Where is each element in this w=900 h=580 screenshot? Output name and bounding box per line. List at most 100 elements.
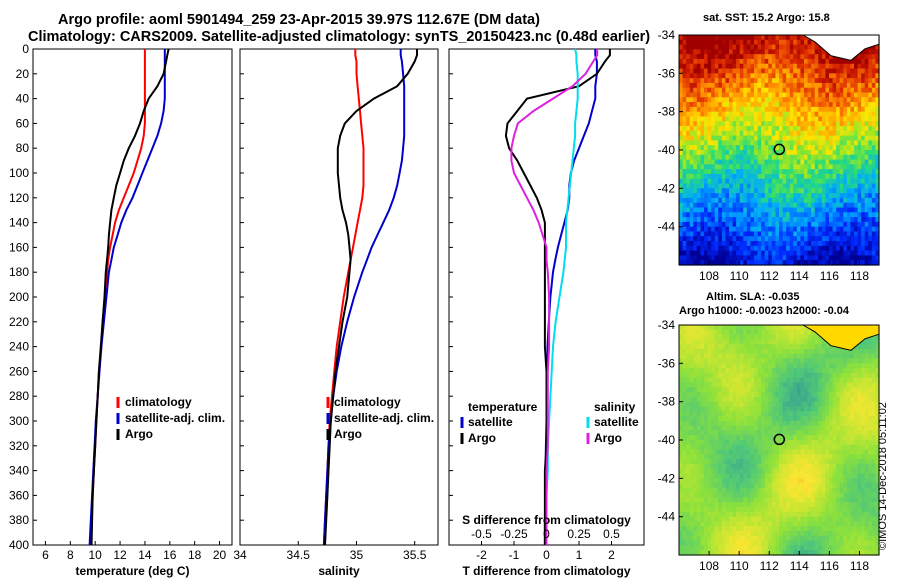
heatmap-cell [757,217,762,223]
heatmap-cell [782,411,787,417]
heatmap-cell [743,217,748,223]
x-tick-label: 10 [89,548,103,562]
heatmap-cell [757,221,762,228]
heatmap-cell [850,353,855,360]
heatmap-cell [779,130,784,137]
heatmap-cell [782,236,787,242]
heatmap-cell [825,492,830,499]
heatmap-cell [686,140,691,146]
heatmap-cell [861,169,866,175]
heatmap-cell [832,63,837,70]
heatmap-cell [779,82,784,89]
heatmap-cell [718,44,723,50]
heatmap-cell [700,392,705,398]
heatmap-cell [864,63,869,70]
heatmap-cell [775,164,780,170]
heatmap-cell [707,344,712,350]
heatmap-cell [775,255,780,261]
heatmap-cell [850,377,855,384]
heatmap-cell [725,78,730,84]
heatmap-cell [843,348,848,355]
heatmap-cell [725,154,730,161]
heatmap-cell [854,368,859,374]
heatmap-cell [861,487,866,494]
heatmap-cell [811,212,816,218]
heatmap-cell [814,344,819,350]
heatmap-cell [686,159,691,165]
heatmap-cell [693,368,698,374]
heatmap-cell [686,502,691,508]
heatmap-cell [718,188,723,194]
heatmap-cell [707,348,712,355]
heatmap-cell [682,159,687,165]
heatmap-cell [875,430,880,436]
heatmap-cell [693,435,698,441]
heatmap-cell [846,173,852,180]
heatmap-cell [846,193,852,199]
heatmap-cell [843,130,848,137]
heatmap-cell [846,63,852,70]
heatmap-cell [711,425,716,432]
heatmap-cell [804,188,809,194]
heatmap-cell [746,68,752,74]
heatmap-cell [739,183,744,189]
heatmap-cell [754,169,759,175]
heatmap-cell [850,106,855,113]
heatmap-cell [746,440,752,446]
heatmap-cell [732,392,737,398]
salinity-argo-line [510,49,599,545]
heatmap-cell [786,392,791,398]
heatmap-cell [836,221,841,228]
heatmap-cell [696,102,702,108]
heatmap-cell [771,202,777,209]
heatmap-cell [829,106,834,113]
heatmap-cell [721,97,727,103]
heatmap-cell [846,145,852,151]
heatmap-cell [843,363,848,369]
heatmap-cell [700,363,705,369]
heatmap-cell [746,44,752,50]
heatmap-cell [864,173,869,180]
heatmap-cell [807,420,812,427]
heatmap-cell [725,440,730,446]
heatmap-cell [846,416,852,422]
heatmap-cell [850,348,855,355]
heatmap-cell [875,217,880,223]
heatmap-cell [836,73,841,79]
heatmap-cell [704,425,709,432]
heatmap-cell [868,396,873,403]
heatmap-cell [850,202,855,209]
heatmap-cell [782,339,787,345]
heatmap-cell [868,130,873,137]
heatmap-cell [757,454,762,460]
heatmap-cell [725,329,730,336]
heatmap-cell [743,188,748,194]
heatmap-cell [754,473,759,479]
heatmap-cell [854,241,859,247]
heatmap-cell [679,188,684,194]
heatmap-cell [843,164,848,170]
heatmap-cell [693,116,698,122]
heatmap-cell [825,478,830,484]
heatmap-cell [729,130,734,137]
heatmap-cell [729,140,734,146]
heatmap-cell [843,150,848,156]
heatmap-cell [714,463,719,470]
heatmap-cell [786,197,791,204]
heatmap-cell [718,329,723,336]
heatmap-cell [679,339,684,345]
heatmap-cell [825,164,830,170]
heatmap-cell [686,435,691,441]
heatmap-cell [746,368,752,374]
heatmap-cell [864,97,869,103]
heatmap-cell [804,35,809,41]
heatmap-cell [814,353,819,360]
heatmap-cell [679,150,684,156]
heatmap-cell [704,483,709,489]
heatmap-cell [721,58,727,65]
heatmap-cell [729,478,734,484]
heatmap-cell [868,392,873,398]
heatmap-cell [721,411,727,417]
legend-label: Argo [468,431,496,445]
heatmap-cell [718,207,723,213]
